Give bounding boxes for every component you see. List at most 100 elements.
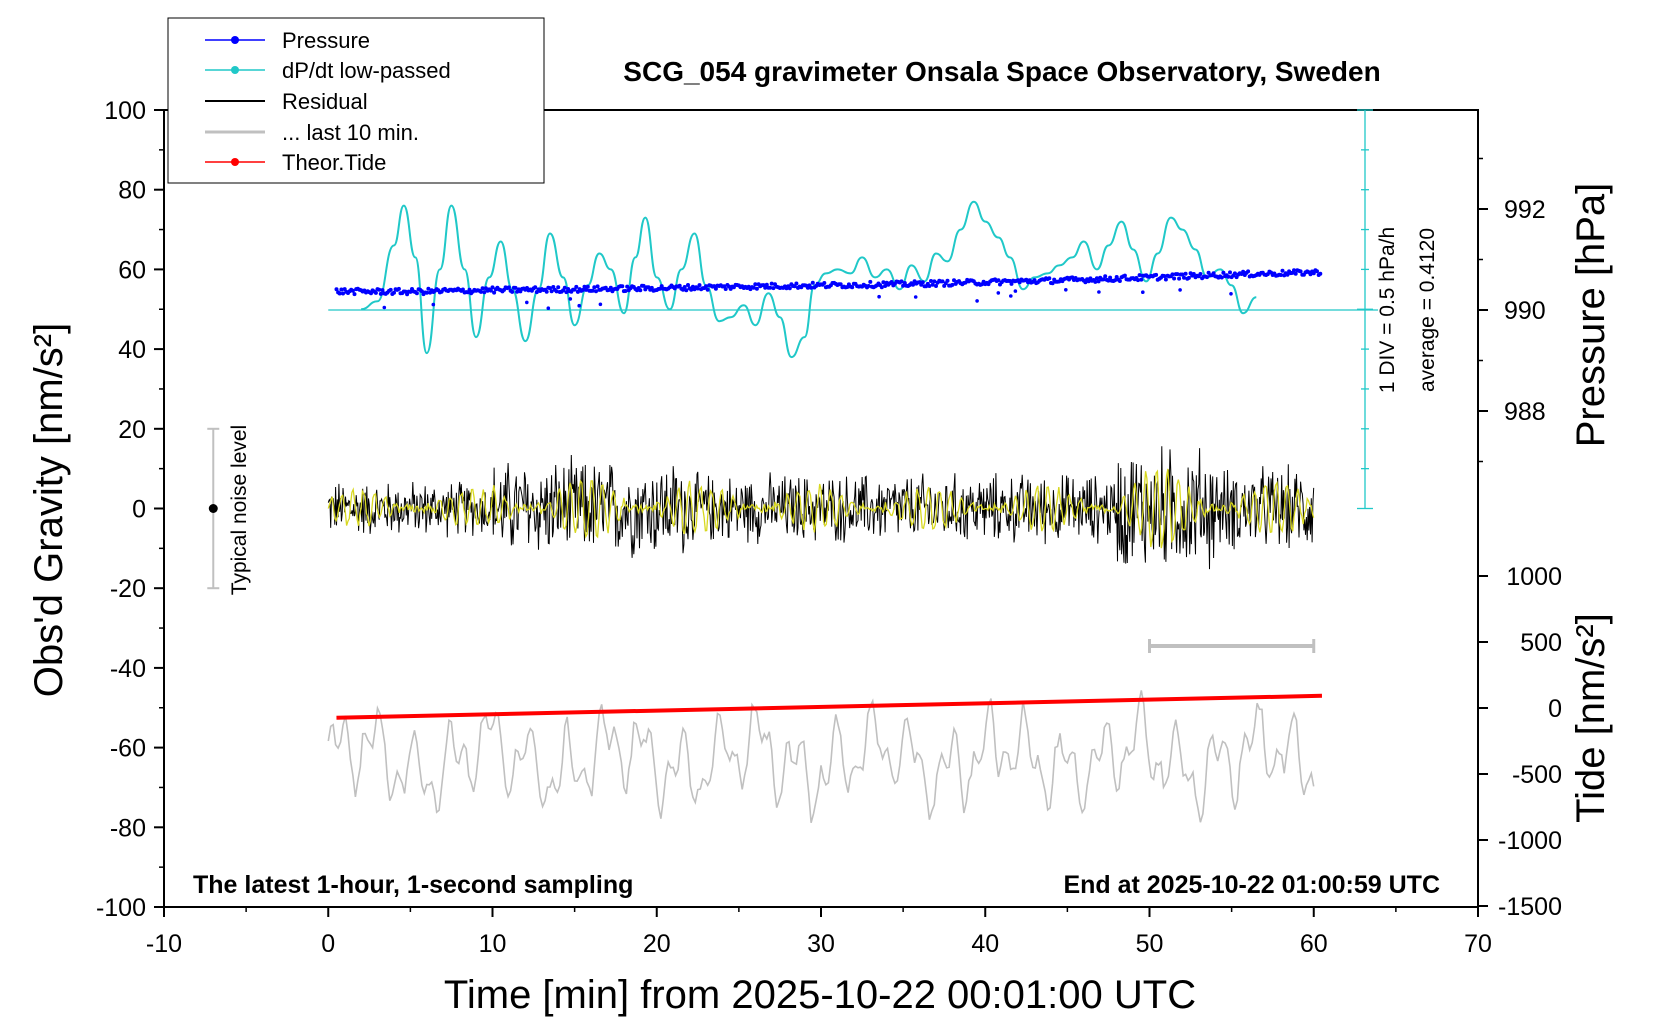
pressure-outlier-point bbox=[1097, 290, 1101, 294]
y-axis-label-left: Obs'd Gravity [nm/s²] bbox=[27, 323, 71, 697]
pressure-point bbox=[1205, 275, 1209, 280]
tide-tick-label: 0 bbox=[1548, 695, 1562, 723]
pressure-point bbox=[1154, 272, 1159, 277]
pressure-point bbox=[1315, 269, 1319, 274]
pressure-outlier-point bbox=[546, 306, 551, 311]
pressure-point bbox=[1032, 278, 1037, 283]
pressure-point bbox=[350, 288, 355, 293]
pressure-outlier-point bbox=[598, 302, 603, 307]
pressure-point bbox=[467, 287, 472, 292]
pressure-point bbox=[920, 280, 925, 285]
tide-tick-label: -500 bbox=[1512, 761, 1562, 789]
pressure-point bbox=[889, 280, 894, 284]
pressure-point bbox=[1221, 270, 1226, 275]
pressure-point bbox=[392, 290, 396, 295]
chart-title: SCG_054 gravimeter Onsala Space Observat… bbox=[623, 56, 1380, 87]
pressure-point bbox=[339, 287, 344, 292]
pressure-point bbox=[592, 285, 597, 290]
pressure-point bbox=[608, 285, 613, 290]
pressure-point bbox=[810, 280, 815, 285]
pressure-point bbox=[426, 286, 431, 291]
tide-tick-label: 500 bbox=[1520, 629, 1562, 657]
pressure-point bbox=[677, 283, 682, 288]
pressure-point bbox=[562, 285, 567, 290]
pressure-outlier-point bbox=[1141, 290, 1145, 295]
note-left: The latest 1-hour, 1-second sampling bbox=[193, 871, 633, 899]
pressure-point bbox=[584, 287, 589, 292]
pressure-point bbox=[713, 286, 718, 291]
pressure-point bbox=[1103, 274, 1108, 279]
pressure-point bbox=[1096, 279, 1101, 284]
pressure-point bbox=[996, 278, 1001, 283]
pressure-point bbox=[533, 285, 538, 290]
legend-label-tide: Theor.Tide bbox=[282, 150, 386, 175]
pressure-point bbox=[1009, 281, 1014, 286]
overlay-layer bbox=[207, 427, 1316, 653]
pressure-point bbox=[556, 285, 561, 290]
pressure-point bbox=[879, 285, 884, 290]
pressure-scale-note: 1 DIV = 0.5 hPa/h bbox=[1376, 227, 1399, 393]
tide-tick-label: -1000 bbox=[1498, 827, 1562, 855]
x-axis-label: Time [min] from 2025-10-22 00:01:00 UTC bbox=[444, 973, 1196, 1017]
pressure-point bbox=[490, 285, 495, 290]
x-tick-label: -10 bbox=[146, 930, 182, 958]
pressure-point bbox=[868, 279, 873, 284]
pressure-point bbox=[574, 284, 579, 289]
y-tick-label: 20 bbox=[118, 416, 146, 444]
series-layer bbox=[327, 109, 1378, 824]
pressure-point bbox=[396, 286, 401, 291]
y-tick-label: 60 bbox=[118, 256, 146, 284]
pressure-point bbox=[388, 287, 393, 292]
pressure-point bbox=[1246, 269, 1251, 274]
pressure-point bbox=[424, 290, 429, 295]
pressure-point bbox=[1186, 275, 1191, 280]
dpdt-series-line bbox=[360, 200, 1257, 359]
pressure-point bbox=[723, 287, 728, 291]
note-right: End at 2025-10-22 01:00:59 UTC bbox=[1063, 871, 1440, 899]
x-tick-label: 60 bbox=[1300, 930, 1328, 958]
pressure-point bbox=[1170, 272, 1175, 277]
pressure-tick-label: 988 bbox=[1504, 398, 1546, 426]
pressure-point bbox=[929, 279, 933, 283]
pressure-point bbox=[1162, 274, 1167, 278]
pressure-point bbox=[513, 285, 518, 290]
pressure-point bbox=[506, 285, 511, 290]
pressure-point bbox=[510, 289, 515, 294]
pressure-point bbox=[377, 287, 382, 292]
pressure-point bbox=[480, 286, 485, 291]
pressure-point bbox=[414, 291, 419, 296]
pressure-point bbox=[460, 287, 465, 292]
legend: Pressure dP/dt low-passed Residual ... l… bbox=[167, 17, 545, 184]
legend-dot-pressure bbox=[231, 36, 239, 44]
pressure-average-note: average = 0.4120 bbox=[1416, 228, 1439, 392]
pressure-point bbox=[1083, 280, 1088, 285]
pressure-point bbox=[1280, 268, 1285, 273]
y-tick-label: 40 bbox=[118, 336, 146, 364]
pressure-point bbox=[1226, 274, 1231, 279]
pressure-point bbox=[641, 283, 646, 288]
pressure-point bbox=[689, 287, 694, 292]
pressure-point bbox=[927, 284, 932, 288]
pressure-outlier-point bbox=[1178, 288, 1182, 292]
pressure-point bbox=[1183, 271, 1188, 276]
pressure-point bbox=[686, 283, 690, 287]
x-tick-label: 70 bbox=[1464, 930, 1492, 958]
pressure-point bbox=[940, 279, 945, 284]
pressure-outlier-point bbox=[913, 295, 918, 299]
pressure-outlier-point bbox=[431, 302, 436, 307]
pressure-point bbox=[1177, 276, 1182, 281]
pressure-point bbox=[623, 289, 628, 293]
y-tick-label: 100 bbox=[104, 97, 146, 125]
pressure-point bbox=[352, 292, 357, 297]
pressure-point bbox=[1228, 270, 1232, 275]
pressure-point bbox=[1094, 276, 1099, 281]
pressure-point bbox=[1311, 271, 1316, 276]
pressure-point bbox=[1093, 279, 1098, 284]
pressure-point bbox=[1122, 273, 1127, 278]
pressure-point bbox=[1182, 275, 1186, 280]
x-tick-label: 10 bbox=[479, 930, 507, 958]
pressure-point bbox=[554, 289, 559, 294]
pressure-point bbox=[380, 288, 385, 293]
pressure-point bbox=[549, 289, 554, 294]
